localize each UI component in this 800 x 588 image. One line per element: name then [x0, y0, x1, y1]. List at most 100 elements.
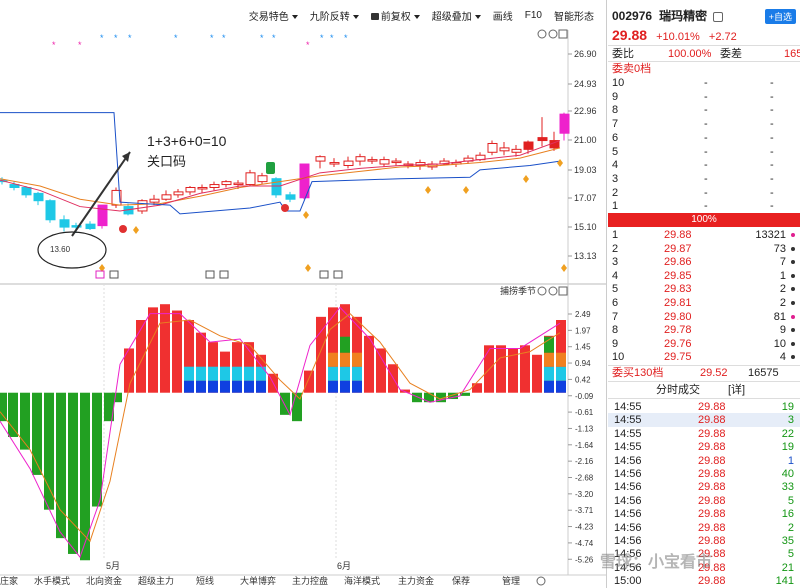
star-icon: * — [128, 33, 132, 43]
weibi-row: 委比 100.00% 委差 165 — [608, 47, 800, 61]
toolbar-item-smart-pattern[interactable]: 智能形态 — [554, 11, 594, 23]
histogram-blue-segment — [340, 380, 350, 393]
histogram-orange-segment — [328, 352, 338, 367]
price-axis-label: 19.03 — [574, 165, 597, 175]
kline-chart[interactable]: 26.90 24.93 22.96 21.00 19.03 17.07 15.10 13.13… — [0, 0, 606, 588]
annotation-text: 关口码 — [147, 154, 186, 169]
tick-row[interactable]: 14:55 29.88 19 — [608, 400, 800, 414]
sub-axis-label: -1.13 — [575, 424, 594, 433]
tick-row[interactable]: 14:55 29.88 3 — [608, 413, 800, 428]
chart-panel[interactable]: 26.90 24.93 22.96 21.00 19.03 17.07 15.10 13.13… — [0, 0, 607, 588]
bottom-tab[interactable]: 超级主力 — [138, 575, 174, 586]
tick-vol: 3 — [787, 414, 794, 427]
toolbar-item-f10[interactable]: F10 — [524, 9, 542, 21]
histogram-cyan-segment — [556, 366, 566, 381]
histogram-bar — [472, 383, 482, 393]
histogram-bar — [8, 392, 18, 437]
sub-axis-label: -4.23 — [575, 523, 594, 532]
tick-row[interactable]: 15:00 29.88 141 — [608, 574, 800, 588]
histogram-orange-segment — [544, 352, 554, 367]
settings-icon — [537, 29, 547, 39]
histogram-bar — [20, 392, 30, 450]
buy-level: 9 — [612, 337, 619, 350]
candle-body — [185, 186, 196, 193]
tick-price: 29.88 — [698, 427, 726, 440]
bottom-tab[interactable]: 保荐 — [452, 575, 470, 586]
histogram-blue-segment — [328, 380, 338, 393]
toolbar-item-trade-feature[interactable]: 交易特色 — [243, 8, 304, 23]
sub-axis-label: 0.94 — [575, 359, 591, 368]
histogram-blue-segment — [244, 380, 254, 393]
tick-vol: 19 — [781, 401, 794, 413]
sell-price: - — [704, 104, 708, 117]
candle-body — [85, 223, 96, 230]
add-watchlist-button[interactable]: +自选 — [764, 9, 796, 24]
sell-level: 4 — [612, 159, 619, 172]
histogram-cyan-segment — [340, 366, 350, 381]
bottom-tab[interactable]: 北向资金 — [86, 575, 122, 586]
sell-vol: - — [770, 131, 774, 144]
weicha-value: 165 — [784, 48, 800, 60]
histogram-blue-segment — [196, 380, 206, 393]
tick-vol: 21 — [781, 561, 794, 574]
tick-row[interactable]: 14:56 29.88 2 — [608, 521, 800, 535]
watermark: 雪球：小宝看市 — [600, 554, 713, 571]
sub-axis-label: -2.16 — [575, 457, 594, 466]
month-label: 6月 — [337, 561, 351, 571]
info-icon[interactable] — [713, 12, 724, 23]
bottom-tab[interactable]: 水手模式 — [34, 575, 70, 586]
buy-summary-row: 委买130档 29.52 16575 — [608, 366, 800, 380]
toolbar-item-fq[interactable]: 前复权 — [365, 8, 426, 23]
sell-level-row: 7 - - — [608, 117, 800, 131]
tick-vol: 5 — [787, 494, 794, 507]
tick-row[interactable]: 14:55 29.88 19 — [608, 440, 800, 454]
tick-time: 14:56 — [614, 494, 642, 507]
candle-body — [391, 160, 402, 164]
star-icon: * — [272, 33, 276, 43]
square-icon — [219, 270, 229, 279]
tick-row[interactable]: 14:56 29.88 21 — [608, 561, 800, 575]
histogram-cyan-segment — [544, 366, 554, 381]
histogram-bar — [448, 392, 458, 400]
buy-vol: 4 — [779, 351, 786, 364]
tick-price: 29.88 — [698, 401, 726, 413]
tick-row[interactable]: 14:55 29.88 22 — [608, 427, 800, 441]
tick-row[interactable]: 14:56 29.88 5 — [608, 547, 800, 561]
tick-row[interactable]: 14:56 29.88 33 — [608, 480, 800, 494]
bottom-tab[interactable]: 短线 — [196, 575, 214, 586]
buy-level: 2 — [612, 242, 619, 255]
sell-level-row: 8 - - — [608, 103, 800, 117]
tick-row[interactable]: 14:56 29.88 35 — [608, 534, 800, 548]
diamond-icon — [523, 175, 529, 183]
buy-level-row: 8 29.78 9 — [608, 323, 800, 337]
ticks-detail-link[interactable]: [详] — [728, 384, 746, 396]
candle-body — [221, 181, 232, 186]
toolbar-item-overlay[interactable]: 超级叠加 — [426, 8, 487, 23]
sub-axis-label: -0.09 — [575, 392, 594, 401]
histogram-bar — [520, 345, 530, 393]
bottom-tab[interactable]: 大单博弈 — [240, 575, 276, 586]
tick-row[interactable]: 14:56 29.88 5 — [608, 494, 800, 508]
bottom-tab[interactable]: 主力控盘 — [292, 575, 328, 586]
sub-axis-label: -3.20 — [575, 490, 594, 499]
bottom-tab[interactable]: 海洋模式 — [344, 575, 380, 586]
scroll-up-icon — [536, 576, 546, 586]
histogram-bar — [196, 332, 206, 393]
diamond-icon — [463, 186, 469, 194]
tick-time: 14:56 — [614, 521, 642, 534]
candle-body — [271, 178, 282, 196]
bottom-tab[interactable]: 管理 — [502, 575, 520, 586]
low-price-label: 13.60 — [50, 245, 71, 254]
tick-vol: 19 — [781, 441, 794, 454]
tick-row[interactable]: 14:56 29.88 16 — [608, 507, 800, 521]
sell-level: 5 — [612, 145, 619, 158]
histogram-blue-segment — [184, 380, 194, 393]
toolbar-item-nine-reverse[interactable]: 九阶反转 — [304, 8, 365, 23]
tick-row[interactable]: 14:56 29.88 40 — [608, 467, 800, 481]
weibi-label: 委比 — [612, 48, 634, 60]
sell-level-row: 4 - - — [608, 158, 800, 172]
bottom-tab[interactable]: 主力资金 — [398, 575, 434, 586]
tick-row[interactable]: 14:56 29.88 1 — [608, 454, 800, 468]
tick-vol: 22 — [781, 427, 794, 440]
toolbar-item-draw[interactable]: 画线 — [492, 11, 513, 23]
